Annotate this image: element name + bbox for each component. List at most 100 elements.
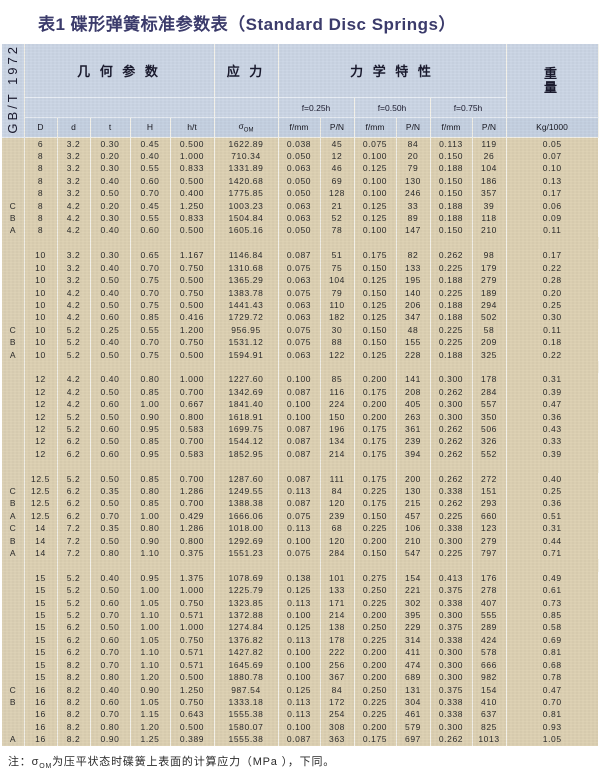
table-cell: 0.30	[90, 249, 131, 262]
header-column-row: D d t H h/t σOM f/mm P/N f/mm P/N f/mm P…	[2, 117, 599, 138]
table-cell: 141	[396, 373, 431, 386]
table-cell: 101	[320, 571, 355, 585]
table-cell: 1376.82	[214, 633, 279, 647]
table-cell: 1.05	[506, 733, 598, 746]
table-cell: 0.78	[506, 671, 598, 684]
separator-cell	[354, 559, 397, 572]
table-cell: 0.087	[278, 249, 321, 262]
table-cell: 178	[472, 373, 507, 386]
page-root: 表1 碟形弹簧标准参数表（Standard Disc Springs） GB/T…	[2, 14, 599, 770]
col-header-f-075h: f/mm	[430, 117, 473, 138]
footnote-prefix: 注：	[8, 755, 32, 768]
row-series-label	[2, 311, 25, 324]
table-cell: 0.80	[90, 671, 131, 684]
header-loadcase-025h: f=0.25h	[278, 97, 355, 119]
table-cell: 0.225	[430, 336, 473, 349]
table-cell: 0.338	[430, 708, 473, 721]
table-cell: 0.375	[430, 683, 473, 696]
table-cell: 6.2	[57, 633, 91, 647]
table-cell: 0.063	[278, 162, 321, 175]
table-cell: 0.175	[354, 733, 397, 746]
table-cell: 0.416	[170, 311, 215, 324]
table-cell: 0.262	[430, 472, 473, 486]
table-cell: 0.113	[430, 137, 473, 151]
table-cell: 797	[472, 547, 507, 560]
header-loadcase-050h: f=0.50h	[354, 97, 431, 119]
sigma-symbol: σ	[238, 120, 244, 131]
table-cell: 0.100	[278, 646, 321, 659]
table-cell: 0.100	[278, 410, 321, 423]
table-cell: 1.167	[170, 249, 215, 262]
table-cell: 0.80	[130, 373, 171, 386]
table-cell: 0.262	[430, 422, 473, 436]
table-cell: 1.250	[170, 199, 215, 213]
table-cell: 394	[396, 447, 431, 461]
table-cell: 3.2	[57, 174, 91, 188]
separator-cell	[57, 460, 91, 473]
table-cell: 578	[472, 646, 507, 659]
table-cell: 110	[320, 298, 355, 312]
table-cell: 1274.84	[214, 621, 279, 634]
table-cell: 120	[320, 497, 355, 510]
table-cell: 182	[320, 311, 355, 324]
table-cell: 0.50	[90, 497, 131, 510]
table-cell: 0.47	[506, 398, 598, 411]
table-cell: 0.125	[278, 621, 321, 634]
table-cell: 6.2	[57, 447, 91, 461]
table-cell: 424	[472, 633, 507, 647]
table-cell: 1.00	[130, 509, 171, 523]
table-cell: 106	[396, 522, 431, 535]
row-series-label: C	[2, 199, 25, 213]
table-row: 8 3.2 0.50 0.70 0.400 1775.85 0.050 128 0.100 246…	[2, 187, 598, 200]
table-cell: 12.5	[24, 485, 58, 498]
table-cell: 0.30	[90, 212, 131, 225]
table-cell: 1580.07	[214, 720, 279, 734]
table-cell: 0.50	[90, 435, 131, 448]
separator-cell	[24, 360, 58, 374]
table-cell: 140	[396, 286, 431, 299]
table-cell: 52	[320, 212, 355, 225]
table-cell: 0.300	[430, 398, 473, 411]
separator-cell	[130, 360, 171, 374]
table-cell: 189	[472, 286, 507, 299]
table-cell: 5.2	[57, 323, 91, 337]
table-cell: 0.063	[278, 199, 321, 213]
table-cell: 79	[320, 286, 355, 299]
table-cell: 33	[396, 199, 431, 213]
separator-cell	[57, 360, 91, 374]
table-cell: 26	[472, 150, 507, 163]
row-series-label	[2, 720, 25, 734]
table-cell: 0.30	[90, 137, 131, 151]
table-cell: 7.2	[57, 547, 91, 560]
separator-cell	[320, 360, 355, 374]
table-row: 15 8.2 0.70 1.10 0.571 1645.69 0.100 256 0.200 47…	[2, 658, 598, 672]
table-cell: 0.22	[506, 261, 598, 275]
table-cell: 1.15	[130, 708, 171, 721]
table-cell: 314	[396, 633, 431, 647]
table-cell: 214	[320, 609, 355, 622]
table-cell: 0.80	[130, 485, 171, 498]
table-cell: 119	[472, 137, 507, 151]
table-cell: 0.09	[506, 212, 598, 225]
separator-cell	[354, 236, 397, 250]
table-cell: 39	[472, 199, 507, 213]
header-weight-group: 重 量	[506, 44, 599, 119]
col-header-p-075h: P/N	[472, 117, 507, 138]
header-stress-spacer	[214, 97, 279, 119]
table-cell: 0.65	[130, 249, 171, 262]
table-cell: 0.087	[278, 385, 321, 399]
table-row: C 10 5.2 0.25 0.55 1.200 956.95 0.075 30 0.150 48 0…	[2, 323, 598, 337]
table-cell: 210	[472, 224, 507, 237]
table-cell: 210	[396, 534, 431, 548]
sigma-subscript: OM	[243, 127, 254, 134]
table-cell: 363	[320, 733, 355, 746]
table-cell: 0.188	[430, 162, 473, 175]
table-cell: 0.35	[90, 485, 131, 498]
table-cell: 0.225	[354, 708, 397, 721]
table-cell: 0.60	[90, 695, 131, 709]
table-cell: 0.150	[430, 224, 473, 237]
table-row: B 14 7.2 0.50 0.90 0.800 1292.69 0.100 120 0.200 2…	[2, 534, 598, 548]
table-cell: 302	[396, 596, 431, 610]
table-cell: 128	[320, 187, 355, 200]
table-cell: 1.000	[170, 621, 215, 634]
